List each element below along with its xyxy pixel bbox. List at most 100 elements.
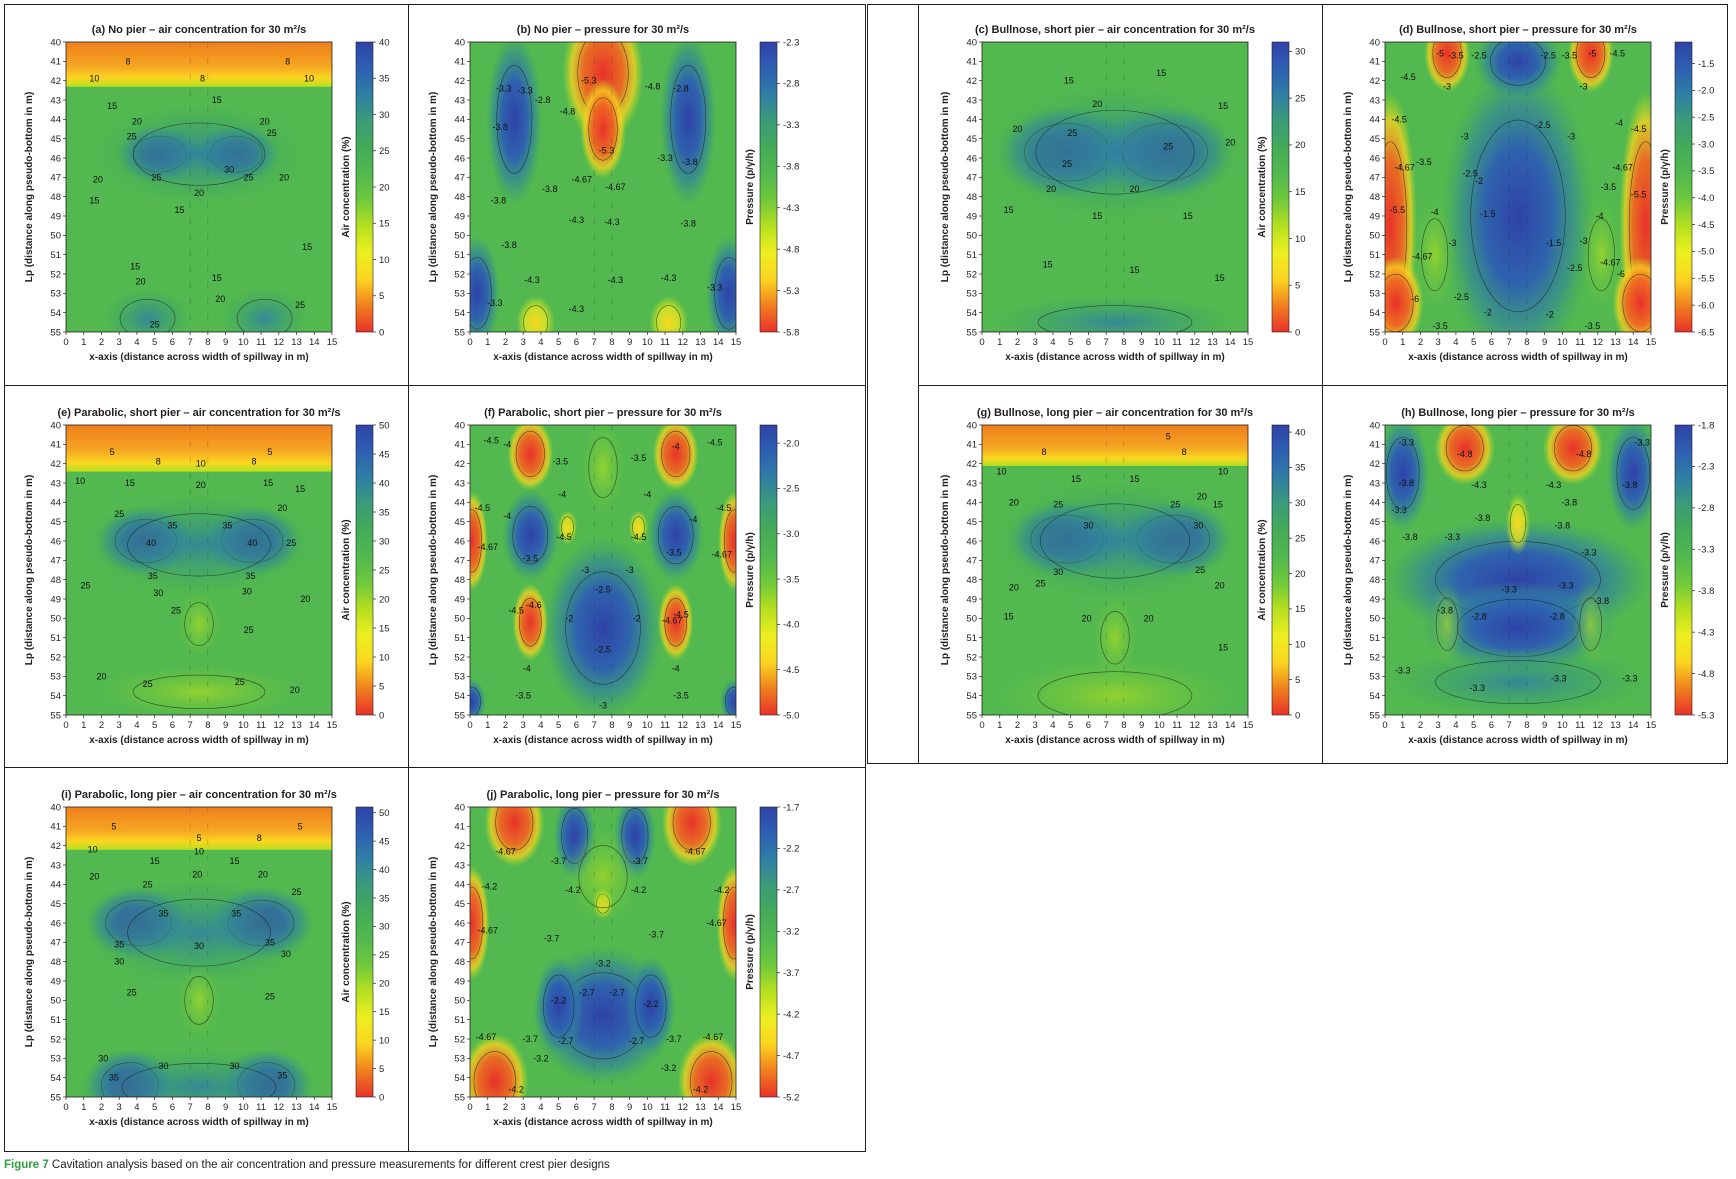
- colorbar-tick-label: 10: [379, 1035, 390, 1046]
- caption-text: Cavitation analysis based on the air con…: [48, 1159, 610, 1171]
- heatmap-region: [579, 78, 627, 180]
- y-axis-label: Lp (distance along pseudo-bottom in m): [428, 857, 439, 1048]
- contour-label: 25: [244, 625, 254, 635]
- contour-line: [132, 674, 266, 709]
- y-tick-label: 50: [454, 614, 465, 625]
- y-tick-label: 53: [50, 289, 61, 300]
- x-tick-label: 2: [1015, 337, 1020, 348]
- contour-label: 20: [194, 188, 204, 198]
- x-tick-label: 9: [223, 720, 228, 731]
- contour-label: 25: [265, 991, 275, 1001]
- colorbar-tick-label: -2.5: [783, 484, 799, 495]
- colorbar-tick-label: -2.0: [783, 438, 799, 449]
- contour-label: -3.8: [1399, 478, 1415, 488]
- contour-label: 20: [300, 594, 310, 604]
- y-tick-label: 51: [1369, 633, 1380, 644]
- contour-label: -4.67: [477, 926, 498, 936]
- contour-label: 15: [1129, 265, 1139, 275]
- contour-label: -3.8: [1622, 480, 1638, 490]
- contour-line: [657, 506, 694, 565]
- y-tick-label: 46: [454, 153, 465, 164]
- contour-label: 30: [114, 957, 124, 967]
- colorbar-tick-label: -5.0: [783, 710, 799, 721]
- contour-label: -3.3: [487, 298, 503, 308]
- heatmap-region: [1580, 196, 1623, 313]
- contour-label: -3.3: [1581, 548, 1597, 558]
- x-tick-label: 0: [1382, 337, 1387, 348]
- heatmap-region: [994, 481, 1236, 601]
- contour-label: -3: [1580, 81, 1588, 91]
- colorbar-label: Air concentration (%): [341, 519, 352, 620]
- contour-label: -4.5: [475, 503, 491, 513]
- plot-border: [65, 424, 333, 716]
- y-tick-label: 52: [50, 652, 61, 663]
- panel-title: (e) Parabolic, short pier – air concentr…: [57, 407, 340, 419]
- colorbar-tick-label: 0: [379, 1092, 384, 1103]
- contour-label: 20: [93, 174, 103, 184]
- heatmap-region: [1385, 256, 1425, 332]
- x-tick-label: 7: [1103, 337, 1108, 348]
- y-tick-label: 49: [50, 594, 61, 605]
- y-tick-label: 52: [966, 652, 977, 663]
- heatmap-region: [990, 657, 1240, 715]
- y-tick-label: 55: [50, 1092, 61, 1103]
- caption-label: Figure 7: [4, 1159, 49, 1171]
- colorbar-tick-label: -4.2: [783, 1009, 799, 1020]
- x-tick-label: 3: [1033, 720, 1038, 731]
- contour-label: -3.7: [544, 933, 560, 943]
- contour-label: -4.5: [556, 532, 572, 542]
- x-tick-label: 14: [1628, 720, 1639, 731]
- contour-line: [1435, 660, 1601, 705]
- contour-label: 25: [80, 580, 90, 590]
- contour-label: -4.67: [1412, 252, 1433, 262]
- contour-label: 40: [146, 538, 156, 548]
- panel-title: (g) Bullnose, long pier – air concentrat…: [977, 407, 1253, 419]
- heatmap-top-band: [982, 425, 1248, 466]
- contour-line: [470, 886, 484, 960]
- contour-label: -2.5: [1471, 51, 1487, 61]
- contour-label: -3.3: [1469, 683, 1485, 693]
- heatmap-field: 15 15 15 20 20 25 25 25 20 20 20 15 15 15 15 15 15: [982, 42, 1248, 332]
- y-axis-label: Lp (distance along pseudo-bottom in m): [428, 92, 439, 283]
- x-tick-label: 7: [187, 1102, 192, 1113]
- y-tick-label: 49: [1369, 211, 1380, 222]
- y-tick-label: 42: [454, 459, 465, 470]
- y-tick-label: 46: [454, 536, 465, 547]
- contour-label: -4: [558, 490, 566, 500]
- y-axis-label: Lp (distance along pseudo-bottom in m): [1343, 475, 1354, 666]
- contour-label: -2: [1475, 176, 1483, 186]
- left-frame: [4, 4, 866, 1152]
- x-tick-label: 1: [485, 720, 490, 731]
- contour-label: -5.3: [581, 76, 597, 86]
- y-tick-label: 46: [966, 536, 977, 547]
- colorbar-tick-label: 15: [1295, 187, 1306, 198]
- y-tick-label: 40: [966, 37, 977, 48]
- contour-label: 15: [1129, 474, 1139, 484]
- x-tick-label: 6: [170, 1102, 175, 1113]
- contour-label: -3.8: [542, 184, 558, 194]
- contour-line: [1421, 218, 1449, 291]
- x-tick-label: 1: [81, 1102, 86, 1113]
- contour-label: 35: [231, 908, 241, 918]
- y-tick-label: 53: [966, 672, 977, 683]
- y-tick-label: 52: [454, 652, 465, 663]
- x-tick-label: 9: [223, 337, 228, 348]
- x-tick-label: 9: [1542, 720, 1547, 731]
- heatmap-region: [677, 1033, 736, 1097]
- contour-label: -3.3: [517, 85, 533, 95]
- contour-label: 30: [159, 1061, 169, 1071]
- contour-label: -4.8: [1457, 449, 1473, 459]
- y-tick-label: 49: [966, 211, 977, 222]
- contour-label: -3.7: [632, 856, 648, 866]
- y-axis-label: Lp (distance along pseudo-bottom in m): [24, 475, 35, 666]
- x-tick-label: 10: [642, 337, 653, 348]
- heatmap-region: [470, 1033, 529, 1097]
- contour-label: -2.5: [595, 584, 611, 594]
- contour-label: -4.67: [712, 550, 733, 560]
- contour-label: -4: [503, 511, 511, 521]
- x-tick-label: 13: [1207, 720, 1218, 731]
- contour-label: -4.67: [685, 846, 706, 856]
- contour-label: 20: [260, 116, 270, 126]
- colorbar-tick-label: -6.0: [1698, 300, 1714, 311]
- heatmap-region: [579, 425, 627, 516]
